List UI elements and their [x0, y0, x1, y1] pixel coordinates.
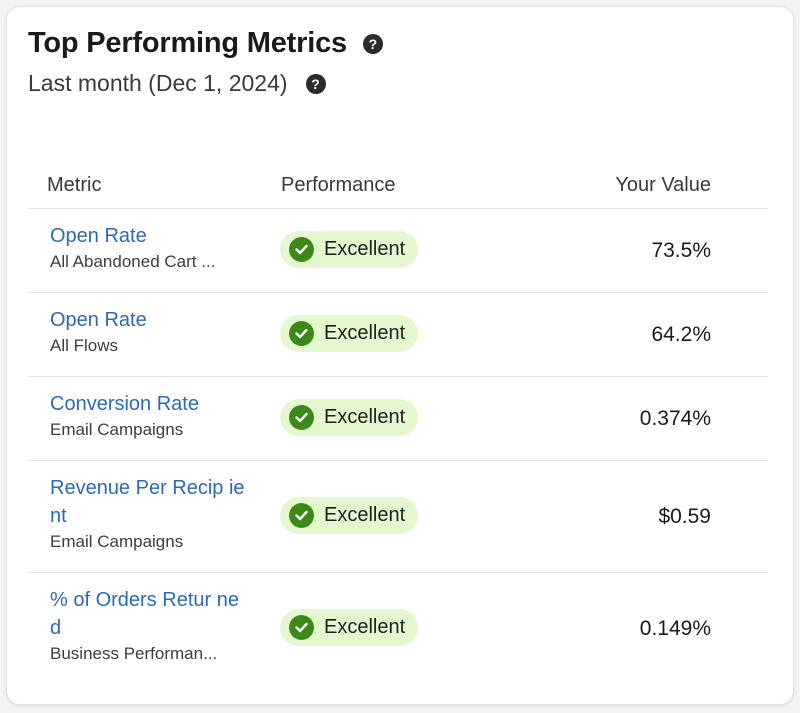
performance-badge: Excellent [280, 315, 419, 352]
title-row: Top Performing Metrics ? [28, 27, 383, 60]
header-performance: Performance [281, 174, 396, 196]
table-row: % of Orders Retur ned Business Performan… [28, 573, 768, 684]
metric-scope: Email Campaigns [50, 420, 184, 439]
check-circle-icon [289, 321, 314, 346]
performance-badge: Excellent [280, 399, 419, 436]
metric-cell: % of Orders Retur ned Business Performan… [50, 586, 250, 666]
top-metrics-card: Top Performing Metrics ? Last month (Dec… [6, 6, 794, 705]
metric-value: 0.374% [639, 407, 711, 430]
metric-scope: All Flows [50, 336, 119, 355]
date-range-label: Last month (Dec 1, 2024) [28, 70, 288, 96]
performance-badge: Excellent [280, 497, 419, 534]
table-row: Open Rate All Abandoned Cart ... Excelle… [28, 209, 768, 293]
check-circle-icon [289, 503, 314, 528]
header-your-value: Your Value [615, 174, 711, 196]
performance-label: Excellent [324, 322, 406, 344]
metric-link[interactable]: % of Orders Retur ned [50, 589, 239, 639]
title-help-icon[interactable]: ? [362, 33, 383, 54]
performance-label: Excellent [324, 406, 406, 428]
metric-value: 73.5% [651, 239, 711, 262]
metric-cell: Revenue Per Recip ient Email Campaigns [50, 474, 250, 554]
check-circle-icon [289, 237, 314, 262]
metric-link[interactable]: Revenue Per Recip ient [50, 477, 245, 527]
metric-link[interactable]: Conversion Rate [50, 393, 199, 415]
metric-scope: Business Performan... [50, 644, 218, 663]
table-header: Metric Performance Your Value [28, 162, 768, 209]
performance-badge: Excellent [280, 231, 419, 268]
table-row: Open Rate All Flows Excellent 64.2% [28, 293, 768, 377]
header-metric: Metric [47, 174, 102, 196]
metric-scope: All Abandoned Cart ... [50, 252, 216, 271]
subtitle-row: Last month (Dec 1, 2024) ? [28, 70, 326, 97]
table-row: Conversion Rate Email Campaigns Excellen… [28, 377, 768, 461]
performance-label: Excellent [324, 616, 406, 638]
metric-value: 0.149% [639, 617, 711, 640]
performance-badge: Excellent [280, 609, 419, 646]
performance-label: Excellent [324, 238, 406, 260]
metric-value: 64.2% [651, 323, 711, 346]
performance-label: Excellent [324, 504, 406, 526]
metric-scope: Email Campaigns [50, 532, 184, 551]
card-title: Top Performing Metrics [28, 27, 347, 59]
metric-cell: Open Rate All Abandoned Cart ... [50, 222, 250, 274]
table-row: Revenue Per Recip ient Email Campaigns E… [28, 461, 768, 573]
date-help-icon[interactable]: ? [305, 73, 326, 94]
check-circle-icon [289, 405, 314, 430]
metric-cell: Open Rate All Flows [50, 306, 250, 358]
metric-link[interactable]: Open Rate [50, 309, 147, 331]
metric-cell: Conversion Rate Email Campaigns [50, 390, 250, 442]
metric-link[interactable]: Open Rate [50, 225, 147, 247]
check-circle-icon [289, 615, 314, 640]
metrics-table: Metric Performance Your Value Open Rate … [28, 162, 768, 684]
metric-value: $0.59 [658, 505, 711, 528]
